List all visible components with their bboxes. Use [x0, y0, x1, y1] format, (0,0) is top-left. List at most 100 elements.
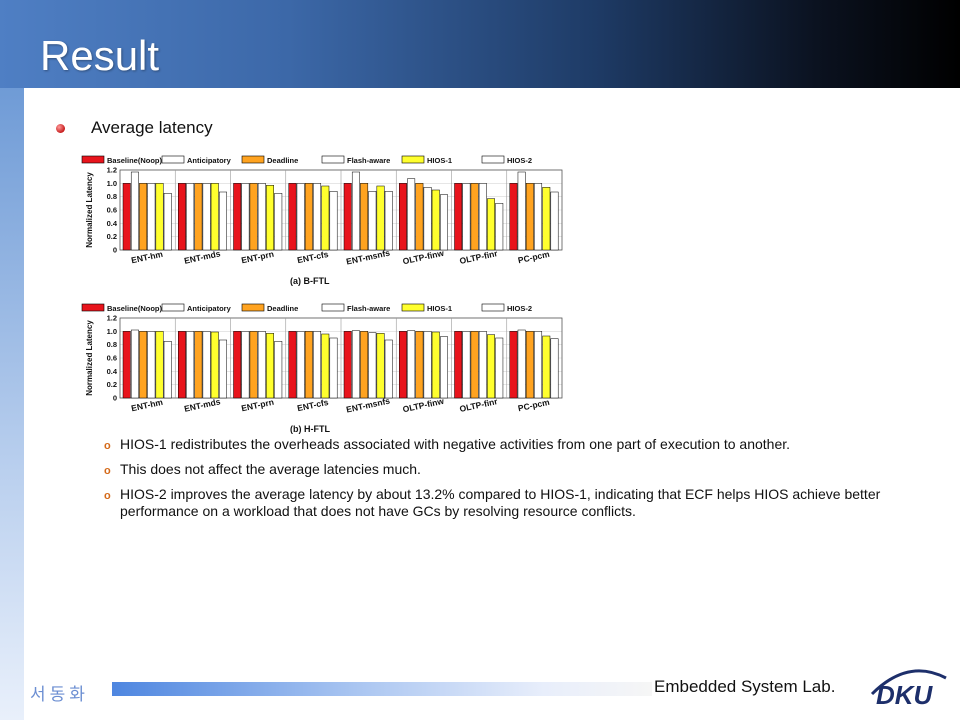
logo-text: DKU: [876, 680, 934, 710]
bar: [517, 329, 526, 399]
bar: [194, 183, 203, 251]
bar: [155, 183, 164, 251]
chart-svg: Baseline(Noop) Anticipatory Deadline Flash-…: [81, 303, 563, 434]
bar: [550, 338, 559, 399]
chart-legend: Baseline(Noop) Anticipatory Deadline Flash-…: [81, 303, 532, 313]
bar: [431, 331, 440, 399]
y-tick-label: 0.8: [107, 192, 117, 201]
main-bullet-text: Average latency: [91, 118, 213, 137]
bar: [525, 183, 534, 251]
sub-bullet-text: HIOS-1 redistributes the overheads assoc…: [120, 436, 791, 452]
bar: [509, 331, 518, 399]
bar: [534, 183, 543, 251]
legend-swatch: [321, 155, 345, 164]
bar: [257, 331, 266, 399]
slide-title: Result: [40, 32, 160, 79]
bar: [313, 331, 322, 399]
bar: [454, 331, 463, 399]
x-tick-label: PC-pcm: [517, 249, 551, 266]
bar: [517, 171, 526, 251]
sub-bullet-item: This does not affect the average latenci…: [104, 461, 924, 480]
y-tick-label: 1.2: [107, 314, 117, 323]
x-tick-label: OLTP-finw: [402, 248, 445, 267]
legend-swatch: [81, 155, 105, 164]
x-tick-label: OLTP-finr: [459, 248, 499, 266]
bar: [376, 333, 385, 399]
bar: [431, 189, 440, 251]
bar: [266, 333, 274, 399]
sub-bullet-text: HIOS-2 improves the average latency by a…: [120, 486, 881, 519]
legend-label: Anticipatory: [187, 156, 232, 165]
legend-swatch: [321, 303, 345, 312]
x-tick-label: ENT-hm: [130, 249, 164, 266]
dku-logo: DKU: [870, 669, 947, 710]
x-tick-label: ENT-cfs: [296, 249, 329, 265]
bar: [550, 191, 559, 251]
bar: [440, 336, 448, 399]
footer-gradient-bar: [112, 682, 652, 696]
bar: [304, 331, 313, 399]
bar: [407, 330, 416, 399]
bar: [384, 191, 393, 251]
bar: [415, 183, 424, 251]
legend-label: Baseline(Noop): [107, 304, 163, 313]
chart-legend: Baseline(Noop) Anticipatory Deadline Flash-…: [81, 155, 532, 165]
sub-bullet-item: HIOS-2 improves the average latency by a…: [104, 486, 924, 520]
bar: [487, 334, 495, 399]
y-tick-label: 1.0: [107, 179, 117, 188]
bar: [296, 183, 305, 251]
bar: [233, 331, 242, 399]
bar: [384, 339, 393, 399]
bar: [360, 331, 369, 399]
bar: [194, 331, 203, 399]
bar: [440, 194, 448, 251]
y-tick-label: 0.2: [107, 232, 117, 241]
bar: [178, 183, 186, 251]
legend-label: HIOS-1: [427, 156, 452, 165]
y-tick-label: 0.6: [107, 354, 117, 363]
sub-bullet-marker-icon: [104, 436, 120, 455]
legend-swatch: [401, 303, 425, 312]
y-tick-label: 0: [113, 246, 117, 255]
legend-swatch: [401, 155, 425, 164]
sub-bullet-text: This does not affect the average latenci…: [120, 461, 421, 477]
y-tick-label: 0.2: [107, 380, 117, 389]
bar: [376, 185, 385, 251]
left-accent-strip: [0, 88, 24, 720]
bar: [241, 331, 250, 399]
bar: [495, 337, 504, 399]
legend-swatch: [81, 303, 105, 312]
bar: [202, 331, 211, 399]
bar: [329, 191, 338, 251]
x-tick-label: ENT-prn: [240, 249, 274, 266]
bar: [219, 339, 227, 399]
legend-label: Deadline: [267, 156, 298, 165]
footer-author: 서동화: [30, 685, 89, 705]
legend-swatch: [481, 155, 505, 164]
legend-swatch: [241, 303, 265, 312]
bar: [210, 331, 219, 399]
bar: [415, 331, 424, 399]
bar: [509, 183, 518, 251]
bullet-dot-icon: [56, 123, 65, 133]
legend-swatch: [161, 303, 185, 312]
bar: [462, 183, 471, 251]
bar: [233, 183, 242, 251]
main-bullet: Average latency: [56, 118, 213, 138]
bar: [534, 331, 543, 399]
bar: [423, 187, 432, 251]
legend-label: HIOS-1: [427, 304, 452, 313]
bar: [470, 331, 479, 399]
title-bar: [0, 0, 960, 88]
bar: [186, 183, 195, 251]
legend-label: HIOS-2: [507, 156, 532, 165]
bar: [407, 178, 416, 251]
bar: [274, 341, 283, 399]
bar: [462, 331, 471, 399]
bar: [351, 330, 360, 399]
bar: [122, 183, 131, 251]
x-tick-label: ENT-cfs: [296, 397, 329, 413]
bar: [139, 331, 148, 399]
sub-bullet-item: HIOS-1 redistributes the overheads assoc…: [104, 436, 924, 455]
bar: [478, 183, 487, 251]
